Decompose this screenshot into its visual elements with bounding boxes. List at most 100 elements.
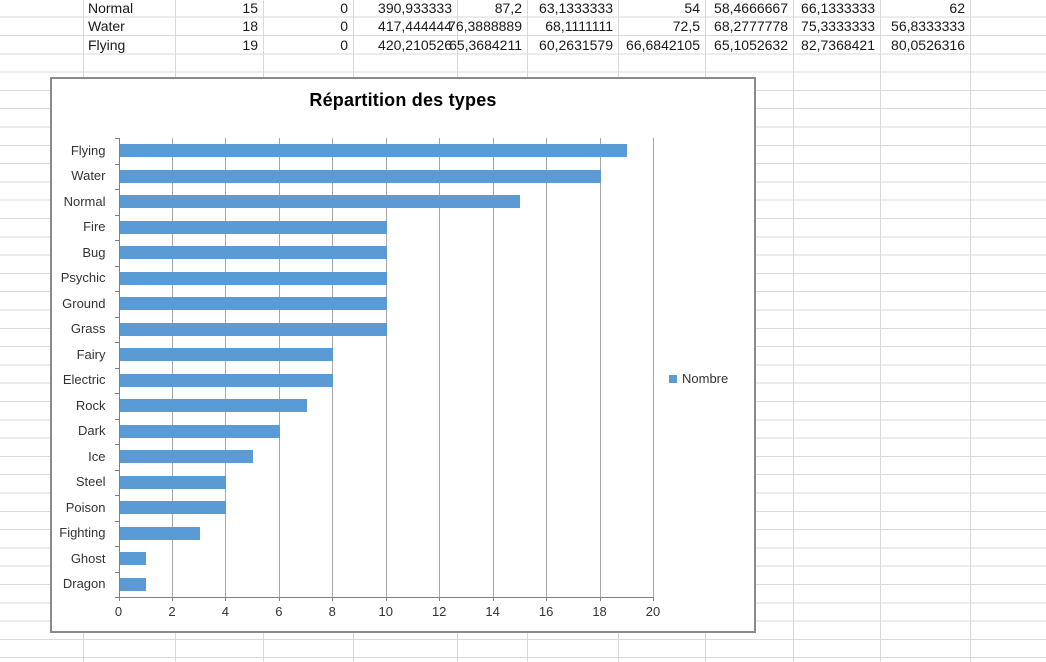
x-axis-tick: [278, 597, 280, 601]
chart-gridline: [653, 138, 654, 597]
x-axis-tick: [599, 597, 601, 601]
chart-gridline: [225, 138, 227, 597]
category-label: Electric: [62, 372, 106, 388]
bar-normal[interactable]: [119, 195, 521, 209]
cell-value[interactable]: 15: [242, 0, 258, 16]
cell-value[interactable]: 72,5: [672, 18, 700, 35]
legend-label: Nombre: [682, 371, 729, 386]
cell-value[interactable]: 68,2777778: [714, 18, 788, 35]
bar-fire[interactable]: [119, 220, 387, 234]
x-axis-tick: [439, 597, 441, 601]
cell-value[interactable]: 56,8333333: [891, 18, 965, 35]
category-label: Normal: [63, 193, 106, 209]
x-axis-tick: [385, 597, 387, 601]
x-axis-label: 20: [645, 604, 661, 619]
bar-grass[interactable]: [119, 322, 387, 336]
cell-value[interactable]: 75,3333333: [801, 18, 875, 35]
cell-value[interactable]: 65,1052632: [714, 36, 788, 53]
bar-electric[interactable]: [119, 373, 334, 387]
x-axis-label: 18: [592, 604, 607, 619]
cell-value[interactable]: 68,1111111: [545, 18, 613, 35]
chart-gridline: [278, 138, 280, 597]
bar-dark[interactable]: [119, 424, 280, 438]
chart[interactable]: Répartition des types 0 2 4 6 8 10 12 14 16 18 20 F…: [50, 77, 756, 633]
x-axis-tick: [225, 597, 227, 601]
category-axis-tick: [114, 571, 119, 573]
cell-value[interactable]: 18: [242, 18, 258, 35]
category-axis-tick: [114, 265, 119, 267]
cell-value[interactable]: 0: [340, 0, 348, 16]
category-label: Rock: [75, 397, 106, 413]
cell-value[interactable]: 54: [684, 0, 700, 16]
x-axis-label: 14: [485, 604, 500, 619]
category-axis-tick: [114, 291, 119, 292]
cell-value[interactable]: 19: [242, 36, 258, 53]
plot-area: 0 2 4 6 8 10 12 14 16 18 20 Flying Water Normal Fire Bu…: [52, 79, 754, 631]
cell-value[interactable]: 0: [340, 18, 348, 35]
category-label: Steel: [75, 474, 106, 490]
category-label: Poison: [65, 499, 106, 515]
category-label: Grass: [70, 321, 106, 337]
cell-type-name[interactable]: Flying: [88, 36, 126, 53]
bar-flying[interactable]: [119, 144, 628, 158]
x-axis-label: 8: [328, 604, 336, 619]
cell-value[interactable]: 87,2: [494, 0, 522, 16]
cell-value[interactable]: 417,444444: [378, 18, 452, 35]
category-label: Ice: [88, 448, 106, 464]
cell-value[interactable]: 66,6842105: [626, 36, 700, 53]
cell-value[interactable]: 58,4666667: [714, 0, 788, 16]
bar-poison[interactable]: [119, 501, 227, 515]
sheet-column-gridline: [880, 0, 881, 662]
cell-type-name[interactable]: Normal: [88, 0, 134, 16]
category-axis-tick: [114, 214, 119, 216]
bar-ground[interactable]: [119, 297, 387, 311]
category-axis-tick: [114, 495, 119, 496]
cell-value[interactable]: 60,2631579: [539, 36, 613, 53]
x-axis-label: 2: [168, 604, 176, 619]
chart-title[interactable]: Répartition des types: [309, 90, 497, 110]
bar-psychic[interactable]: [119, 271, 387, 285]
category-label: Dark: [78, 423, 106, 439]
category-label: Water: [71, 168, 106, 184]
legend[interactable]: Nombre: [669, 371, 728, 387]
cell-value[interactable]: 420,210526: [378, 36, 452, 53]
category-axis-line[interactable]: [118, 138, 120, 601]
x-axis-tick: [653, 597, 654, 601]
chart-gridline: [332, 138, 334, 597]
cell-value[interactable]: 76,3888889: [448, 18, 522, 35]
bar-ghost[interactable]: [119, 552, 147, 566]
category-label: Fire: [83, 219, 106, 235]
bar-ice[interactable]: [119, 450, 254, 464]
bar-bug[interactable]: [119, 246, 387, 260]
cell-type-name[interactable]: Water: [88, 18, 125, 35]
chart-gridline: [439, 138, 441, 597]
x-axis-tick: [492, 597, 494, 601]
cell-value[interactable]: 390,933333: [378, 0, 452, 16]
category-label: Fairy: [76, 346, 106, 362]
sheet-column-gridline: [970, 0, 971, 662]
cell-value[interactable]: 65,3684211: [449, 36, 522, 53]
bar-dragon[interactable]: [119, 577, 147, 591]
cell-value[interactable]: 66,1333333: [801, 0, 875, 16]
category-axis-tick: [114, 342, 119, 343]
category-axis-tick: [114, 444, 119, 445]
cell-value[interactable]: 63,1333333: [539, 0, 613, 16]
bar-rock[interactable]: [119, 399, 307, 413]
chart-gridline: [546, 138, 548, 597]
category-axis-tick: [114, 316, 119, 318]
category-axis-tick: [114, 367, 119, 369]
category-axis-tick: [114, 189, 119, 190]
cell-value[interactable]: 0: [340, 36, 348, 53]
value-axis-line[interactable]: [118, 597, 653, 598]
cell-value[interactable]: 80,0526316: [891, 36, 965, 53]
cell-value[interactable]: 62: [949, 0, 965, 16]
bar-water[interactable]: [119, 169, 601, 183]
category-axis-tick: [114, 546, 119, 547]
category-axis-tick: [114, 138, 119, 139]
bar-steel[interactable]: [119, 475, 227, 489]
bar-fighting[interactable]: [119, 526, 200, 540]
category-axis-tick: [114, 520, 119, 522]
category-axis-tick: [114, 240, 119, 241]
cell-value[interactable]: 82,7368421: [801, 36, 875, 53]
bar-fairy[interactable]: [119, 348, 334, 362]
